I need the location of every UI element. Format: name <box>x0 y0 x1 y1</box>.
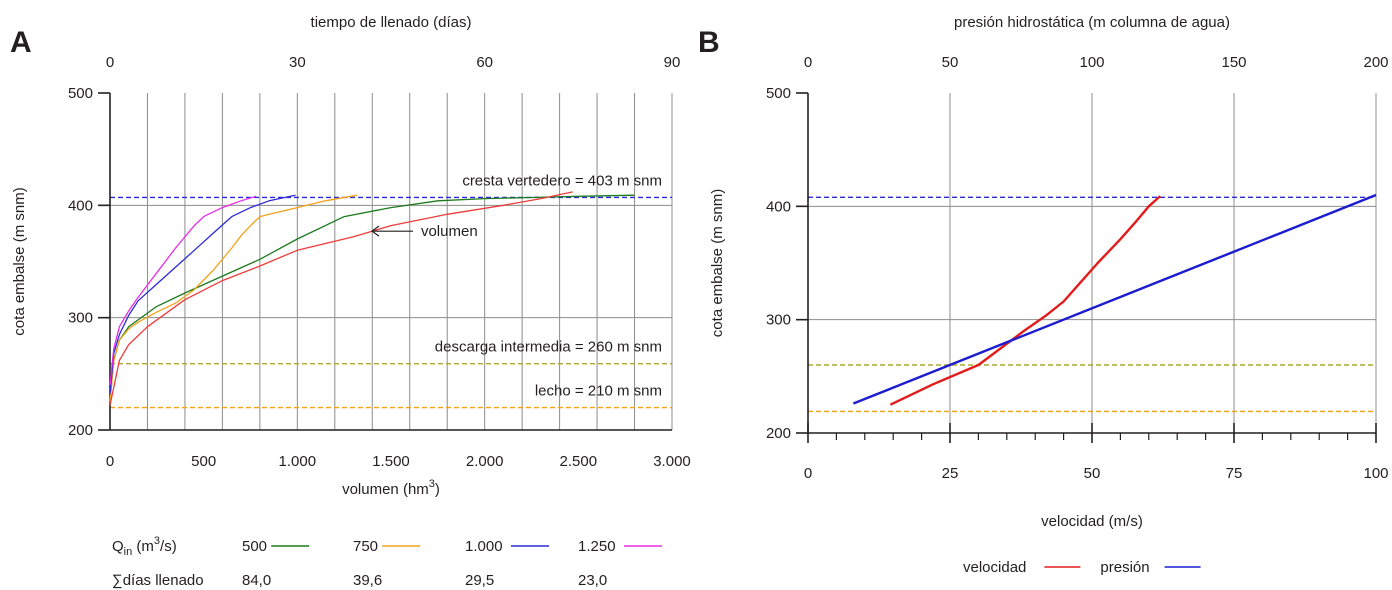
y-tick-label: 500 <box>766 85 791 102</box>
legend-days-value: 23,0 <box>578 572 607 589</box>
x-tick-label: 3.000 <box>653 453 691 470</box>
x-tick-label: 0 <box>804 465 812 482</box>
annotation-text: volumen <box>421 223 478 240</box>
annotation-arrowhead <box>370 225 380 237</box>
legend-days-header: ∑días llenado <box>112 572 204 589</box>
y-tick-label: 400 <box>68 197 93 214</box>
y-tick-label: 300 <box>766 312 791 329</box>
grid <box>808 93 1377 433</box>
y-tick-label: 500 <box>68 85 93 102</box>
x-tick-label: 25 <box>942 465 959 482</box>
legend-days-value: 39,6 <box>353 572 382 589</box>
y-tick-label: 300 <box>68 310 93 327</box>
y-tick-label: 400 <box>766 198 791 215</box>
annotation-volumen: volumen <box>370 223 478 240</box>
y-axis-label: cota embalse (m snm) <box>709 189 726 337</box>
legend-header-qin: Qin (m3/s) <box>112 535 177 558</box>
series-line <box>109 195 257 386</box>
top-x-axis-label: tiempo de llenado (días) <box>311 14 472 31</box>
x-tick-label: 2.500 <box>560 453 598 470</box>
x-axis-label: volumen (hm3) <box>342 478 440 498</box>
legend-entry-label: velocidad <box>963 559 1026 576</box>
legend-entry-label: 1.000 <box>465 538 503 555</box>
series-line <box>889 195 1162 406</box>
x-axis-label: velocidad (m/s) <box>1041 513 1143 530</box>
top-x-tick-label: 30 <box>289 54 306 71</box>
x-tick-label: 1.000 <box>279 453 317 470</box>
top-x-tick-label: 60 <box>476 54 493 71</box>
reference-line-label: cresta vertedero = 403 m snm <box>462 172 662 189</box>
chart-panel-b: B 200 300 400 500 0 25 50 75 100 0 50 100 150 200 presi… <box>698 14 1389 530</box>
x-tick-label: 100 <box>1363 465 1388 482</box>
top-x-tick-label: 0 <box>106 54 114 71</box>
reference-line-label: descarga intermedia = 260 m snm <box>435 339 662 356</box>
panel-letter: B <box>698 26 720 59</box>
y-axis-label: cota embalse (m snm) <box>11 187 28 335</box>
top-x-tick-label: 200 <box>1363 54 1388 71</box>
legend-panel-b: velocidad presión <box>963 559 1201 576</box>
panel-letter: A <box>10 26 32 59</box>
reference-line-label: lecho = 210 m snm <box>535 383 662 400</box>
legend-entry-label: presión <box>1100 559 1149 576</box>
legend-entry-label: 1.250 <box>578 538 616 555</box>
x-tick-label: 2.000 <box>466 453 504 470</box>
x-tick-label: 50 <box>1084 465 1101 482</box>
series-line <box>109 194 296 395</box>
top-x-tick-label: 150 <box>1221 54 1246 71</box>
grid <box>110 93 673 430</box>
top-x-tick-label: 90 <box>664 54 681 71</box>
top-x-tick-label: 0 <box>804 54 812 71</box>
legend-days-value: 84,0 <box>242 572 271 589</box>
legend-days-value: 29,5 <box>465 572 494 589</box>
top-x-axis-label: presión hidrostática (m columna de agua) <box>954 14 1230 31</box>
series-line <box>109 191 573 406</box>
top-x-tick-label: 100 <box>1079 54 1104 71</box>
x-tick-label: 75 <box>1226 465 1243 482</box>
legend-entry-label: 750 <box>353 538 378 555</box>
x-tick-label: 500 <box>191 453 216 470</box>
y-tick-label: 200 <box>68 422 93 439</box>
series-line <box>109 194 635 402</box>
series-line <box>852 193 1377 405</box>
series-line <box>109 194 358 402</box>
x-tick-label: 1.500 <box>372 453 410 470</box>
y-tick-label: 200 <box>766 425 791 442</box>
legend-panel-a: Qin (m3/s) ∑días llenado 500 84,0 750 39,6 1.0… <box>112 535 662 589</box>
top-x-tick-label: 50 <box>942 54 959 71</box>
x-tick-label: 0 <box>106 453 114 470</box>
legend-entry-label: 500 <box>242 538 267 555</box>
